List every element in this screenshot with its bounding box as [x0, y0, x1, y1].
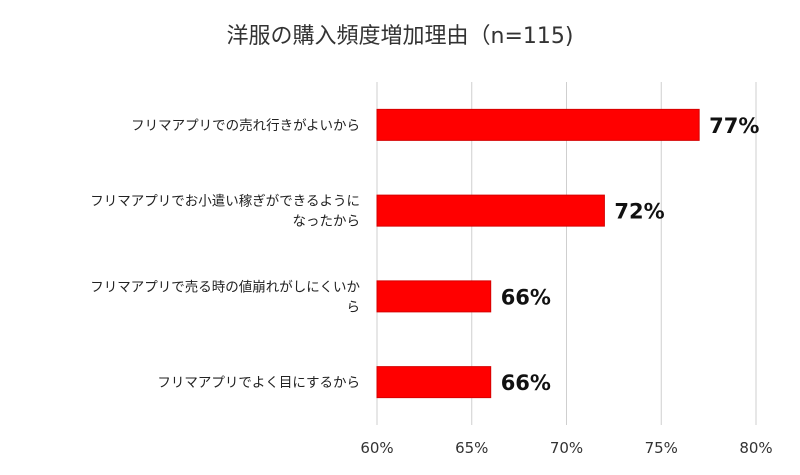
data-label: 66% — [501, 371, 551, 395]
bar — [376, 280, 492, 313]
bar — [376, 366, 492, 399]
data-label: 77% — [709, 114, 759, 138]
category-label: フリマアプリでお小遣い稼ぎができるように — [90, 194, 360, 210]
category-label: ら — [347, 299, 361, 315]
x-tick-label: 60% — [360, 439, 393, 457]
x-tick-label: 75% — [645, 439, 678, 457]
bar — [376, 194, 605, 227]
category-label: フリマアプリでよく目にするから — [157, 375, 360, 391]
bar — [376, 108, 700, 141]
x-tick-label: 65% — [455, 439, 488, 457]
x-tick-label: 80% — [739, 439, 772, 457]
chart-title: 洋服の購入頻度増加理由（n=115) — [226, 24, 574, 49]
category-label: なったから — [293, 214, 361, 230]
data-label: 66% — [501, 285, 551, 309]
category-label: フリマアプリでの売れ行きがよいから — [131, 118, 360, 134]
x-tick-label: 70% — [550, 439, 583, 457]
category-label: フリマアプリで売る時の値崩れがしにくいか — [90, 279, 360, 295]
data-label: 72% — [614, 200, 664, 224]
